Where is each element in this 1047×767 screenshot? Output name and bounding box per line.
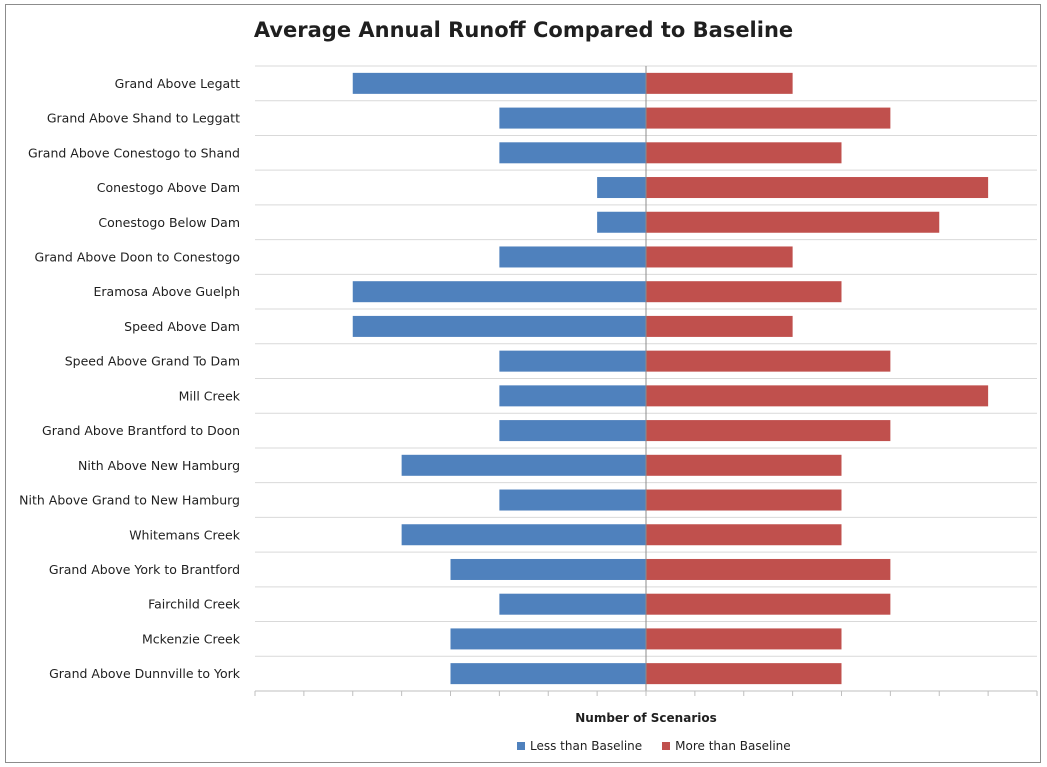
bar-more-than-baseline xyxy=(646,628,842,650)
bar-less-than-baseline xyxy=(499,350,646,372)
legend-item-more: More than Baseline xyxy=(662,739,791,753)
bar-more-than-baseline xyxy=(646,177,989,199)
category-label: Mckenzie Creek xyxy=(142,631,241,646)
bar-less-than-baseline xyxy=(401,524,646,546)
category-label: Grand Above Dunnville to York xyxy=(49,666,241,681)
category-label: Nith Above Grand to New Hamburg xyxy=(19,493,240,508)
bar-less-than-baseline xyxy=(499,420,646,442)
category-label: Grand Above Legatt xyxy=(115,76,240,91)
category-label: Fairchild Creek xyxy=(148,597,241,612)
bar-more-than-baseline xyxy=(646,211,940,233)
category-label: Grand Above York to Brantford xyxy=(49,562,240,577)
bar-more-than-baseline xyxy=(646,281,842,303)
category-label: Conestogo Above Dam xyxy=(97,180,240,195)
category-label: Grand Above Doon to Conestogo xyxy=(35,249,240,264)
bar-more-than-baseline xyxy=(646,558,891,580)
bar-less-than-baseline xyxy=(401,454,646,476)
bar-less-than-baseline xyxy=(499,107,646,129)
legend-swatch-less xyxy=(517,742,525,750)
legend-label-more: More than Baseline xyxy=(675,739,791,753)
bar-more-than-baseline xyxy=(646,315,793,337)
category-label: Speed Above Dam xyxy=(124,319,240,334)
bar-more-than-baseline xyxy=(646,385,989,407)
bar-less-than-baseline xyxy=(352,281,646,303)
category-label: Grand Above Brantford to Doon xyxy=(42,423,240,438)
chart-title: Average Annual Runoff Compared to Baseli… xyxy=(253,18,794,42)
bar-less-than-baseline xyxy=(597,211,646,233)
bar-less-than-baseline xyxy=(352,72,646,94)
bar-less-than-baseline xyxy=(450,558,646,580)
bar-less-than-baseline xyxy=(499,385,646,407)
bar-less-than-baseline xyxy=(450,663,646,685)
category-label: Conestogo Below Dam xyxy=(98,215,240,230)
legend: Less than Baseline More than Baseline xyxy=(517,737,791,755)
bar-more-than-baseline xyxy=(646,420,891,442)
category-label: Eramosa Above Guelph xyxy=(94,284,241,299)
category-label: Mill Creek xyxy=(179,388,241,403)
bar-more-than-baseline xyxy=(646,524,842,546)
legend-item-less: Less than Baseline xyxy=(517,739,642,753)
bar-less-than-baseline xyxy=(499,593,646,615)
category-label: Whitemans Creek xyxy=(129,527,241,542)
bar-more-than-baseline xyxy=(646,454,842,476)
category-label: Grand Above Conestogo to Shand xyxy=(28,145,240,160)
bar-more-than-baseline xyxy=(646,72,793,94)
category-label: Speed Above Grand To Dam xyxy=(65,354,240,369)
bar-less-than-baseline xyxy=(499,246,646,268)
legend-label-less: Less than Baseline xyxy=(530,739,643,753)
bar-more-than-baseline xyxy=(646,489,842,511)
bar-less-than-baseline xyxy=(499,142,646,164)
bar-more-than-baseline xyxy=(646,350,891,372)
bar-less-than-baseline xyxy=(352,315,646,337)
category-label: Grand Above Shand to Leggatt xyxy=(47,111,240,126)
bar-more-than-baseline xyxy=(646,663,842,685)
bar-more-than-baseline xyxy=(646,107,891,129)
x-axis-title: Number of Scenarios xyxy=(575,711,717,725)
bar-less-than-baseline xyxy=(499,489,646,511)
bar-more-than-baseline xyxy=(646,246,793,268)
bar-more-than-baseline xyxy=(646,593,891,615)
legend-swatch-more xyxy=(662,742,671,750)
bar-more-than-baseline xyxy=(646,142,842,164)
category-label: Nith Above New Hamburg xyxy=(78,458,240,473)
bar-less-than-baseline xyxy=(450,628,646,650)
bar-less-than-baseline xyxy=(597,177,646,199)
